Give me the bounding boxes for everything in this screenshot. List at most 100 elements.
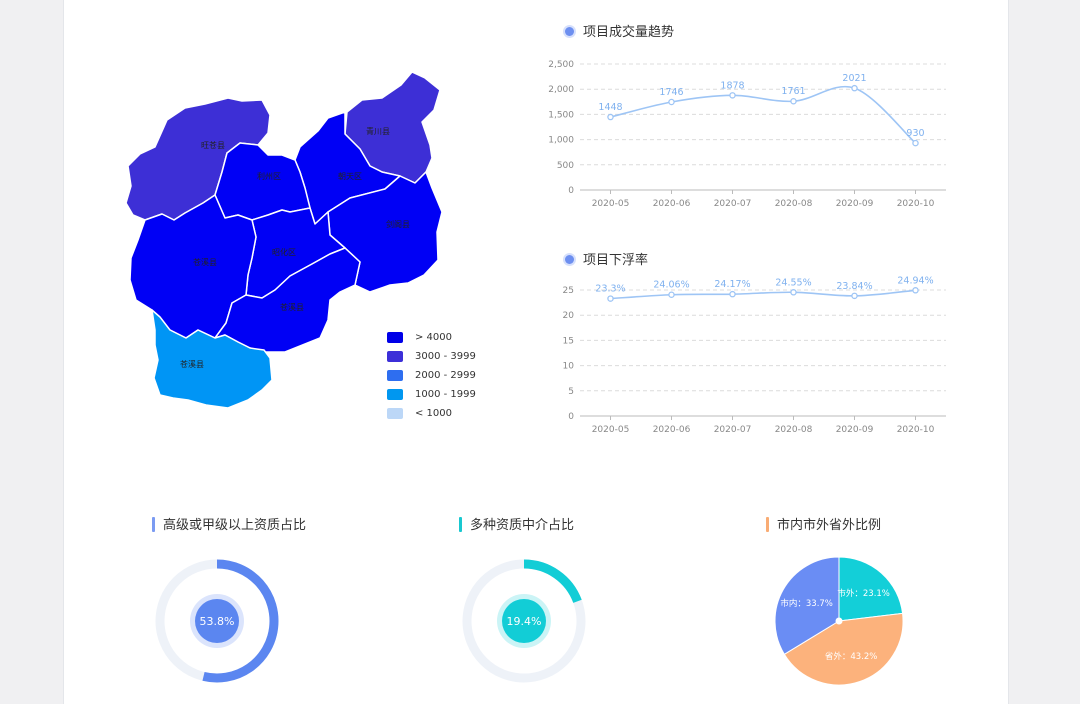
volume-ytick-label: 1,500 xyxy=(548,110,574,120)
volume-data-label: 1448 xyxy=(598,102,622,113)
pie-slice-label: 市外：23.1% xyxy=(837,588,890,599)
map-label-zhaohua: 昭化区 xyxy=(272,247,296,257)
legend-item[interactable]: 2000 - 2999 xyxy=(387,366,476,385)
pie3-title: 市内市外省外比例 xyxy=(766,514,881,533)
pie2-title-text: 多种资质中介占比 xyxy=(470,518,575,533)
qualification-center-label: 53.8% xyxy=(200,615,235,628)
rate-data-point[interactable] xyxy=(912,287,919,294)
legend-swatch xyxy=(387,332,403,343)
legend-item[interactable]: > 4000 xyxy=(387,328,476,347)
title-accent-bar xyxy=(766,517,769,532)
rate-data-label: 24.06% xyxy=(653,280,689,291)
rate-data-point[interactable] xyxy=(607,295,614,302)
rate-data-point[interactable] xyxy=(668,291,675,298)
volume-data-point[interactable] xyxy=(607,113,614,121)
volume-data-label: 930 xyxy=(906,128,924,139)
rate-chart-title-text: 项目下浮率 xyxy=(583,253,649,268)
volume-data-point[interactable] xyxy=(790,97,797,105)
agency-donut: 19.4% xyxy=(462,559,586,683)
pie-center-dot xyxy=(835,617,843,625)
rate-ytick-label: 10 xyxy=(563,362,575,372)
map-label-chaotian: 朝天区 xyxy=(338,172,362,181)
rate-xtick-label: 2020-10 xyxy=(897,425,935,435)
rate-data-point[interactable] xyxy=(851,292,858,300)
rate-ytick-label: 0 xyxy=(568,412,574,422)
volume-chart-title: 项目成交量趋势 xyxy=(565,21,674,40)
map-label-lizhou: 利州区 xyxy=(257,171,281,181)
volume-trend-chart: 0 500 1,000 1,500 2,000 2,500 2020-05 2020-06 20… xyxy=(548,60,946,209)
rate-data-label: 23.3% xyxy=(595,284,625,295)
legend-label: < 1000 xyxy=(415,408,453,419)
legend-swatch xyxy=(387,351,403,362)
legend-label: > 4000 xyxy=(415,332,453,343)
map-label-wangcang: 旺苍县 xyxy=(201,140,225,150)
map-label-cangxi: 苍溪县 xyxy=(280,302,304,312)
volume-data-label: 1746 xyxy=(659,87,683,98)
agency-center-label: 19.4% xyxy=(507,615,542,628)
rate-data-label: 24.55% xyxy=(775,277,811,288)
volume-data-label: 1761 xyxy=(781,86,805,97)
volume-ytick-label: 1,000 xyxy=(548,136,574,146)
rate-xtick-label: 2020-09 xyxy=(836,425,874,435)
rate-series-line xyxy=(610,289,916,300)
volume-xtick-label: 2020-08 xyxy=(775,199,813,209)
region-ratio-pie: 市外：23.1% 省外：43.2% 市内：33.7% xyxy=(774,556,904,686)
pie-slice[interactable] xyxy=(838,556,904,622)
volume-xtick-label: 2020-05 xyxy=(592,199,630,209)
legend-swatch xyxy=(387,408,403,419)
rate-data-label: 23.84% xyxy=(836,281,872,292)
map-label-jiange: 苍溪县 xyxy=(193,257,217,267)
map-label-qingchuan-east: 剑阁县 xyxy=(386,219,410,229)
legend-label: 1000 - 1999 xyxy=(415,389,476,400)
volume-xtick-label: 2020-10 xyxy=(897,199,935,209)
volume-xtick-label: 2020-06 xyxy=(653,199,691,209)
rate-xtick-label: 2020-05 xyxy=(592,425,630,435)
rate-ytick-label: 15 xyxy=(563,336,574,346)
volume-data-label: 2021 xyxy=(842,73,866,84)
legend-swatch xyxy=(387,370,403,381)
volume-ytick-label: 0 xyxy=(568,186,574,196)
volume-data-point[interactable] xyxy=(851,84,858,92)
rate-ytick-label: 25 xyxy=(563,286,574,296)
region-map: 旺苍县 青川县 朝天区 利州区 剑阁县 昭化区 苍溪县 苍溪县 苍溪县 xyxy=(125,71,443,409)
legend-label: 3000 - 3999 xyxy=(415,351,476,362)
map-region-cangxi[interactable] xyxy=(214,247,361,353)
map-region-jiange-south[interactable] xyxy=(151,309,273,409)
legend-item[interactable]: 1000 - 1999 xyxy=(387,385,476,404)
volume-ytick-label: 500 xyxy=(557,161,574,171)
volume-xtick-label: 2020-07 xyxy=(714,199,752,209)
volume-data-point[interactable] xyxy=(668,98,675,106)
legend-item[interactable]: < 1000 xyxy=(387,404,476,423)
rate-trend-chart: 0 5 10 15 20 25 2020-05 2020-06 2020-07 2020-08 20… xyxy=(563,276,946,435)
legend-swatch xyxy=(387,389,403,400)
pie1-title-text: 高级或甲级以上资质占比 xyxy=(163,518,307,533)
map-label-jiange-south: 苍溪县 xyxy=(180,359,204,369)
volume-chart-title-text: 项目成交量趋势 xyxy=(583,25,675,40)
bullet-dot-icon xyxy=(565,255,574,264)
title-accent-bar xyxy=(152,517,155,532)
rate-chart-title: 项目下浮率 xyxy=(565,249,648,268)
pie-slice-label: 省外：43.2% xyxy=(825,651,878,662)
volume-ytick-label: 2,500 xyxy=(548,60,574,70)
title-accent-bar xyxy=(459,517,462,532)
agency-center-disc xyxy=(502,599,546,643)
rate-data-label: 24.17% xyxy=(714,279,750,290)
legend-item[interactable]: 3000 - 3999 xyxy=(387,347,476,366)
rate-xtick-label: 2020-07 xyxy=(714,425,752,435)
rate-ytick-label: 5 xyxy=(568,387,574,397)
map-legend: > 4000 3000 - 3999 2000 - 2999 1000 - 19… xyxy=(387,328,476,423)
qualification-center-disc xyxy=(195,599,239,643)
rate-data-point[interactable] xyxy=(729,290,736,298)
pie-slice[interactable] xyxy=(774,556,840,655)
agency-value-arc[interactable] xyxy=(523,559,582,604)
volume-data-point[interactable] xyxy=(729,92,736,99)
pie2-title: 多种资质中介占比 xyxy=(459,514,574,533)
pie-slice-label: 市内：33.7% xyxy=(780,598,833,609)
pie3-title-text: 市内市外省外比例 xyxy=(777,518,882,533)
rate-data-point[interactable] xyxy=(790,289,797,296)
volume-data-point[interactable] xyxy=(912,139,919,147)
pie-slice[interactable] xyxy=(783,612,904,686)
volume-ytick-label: 2,000 xyxy=(548,85,574,95)
qualification-value-arc[interactable] xyxy=(202,559,279,683)
map-region-lizhou[interactable] xyxy=(214,142,311,221)
